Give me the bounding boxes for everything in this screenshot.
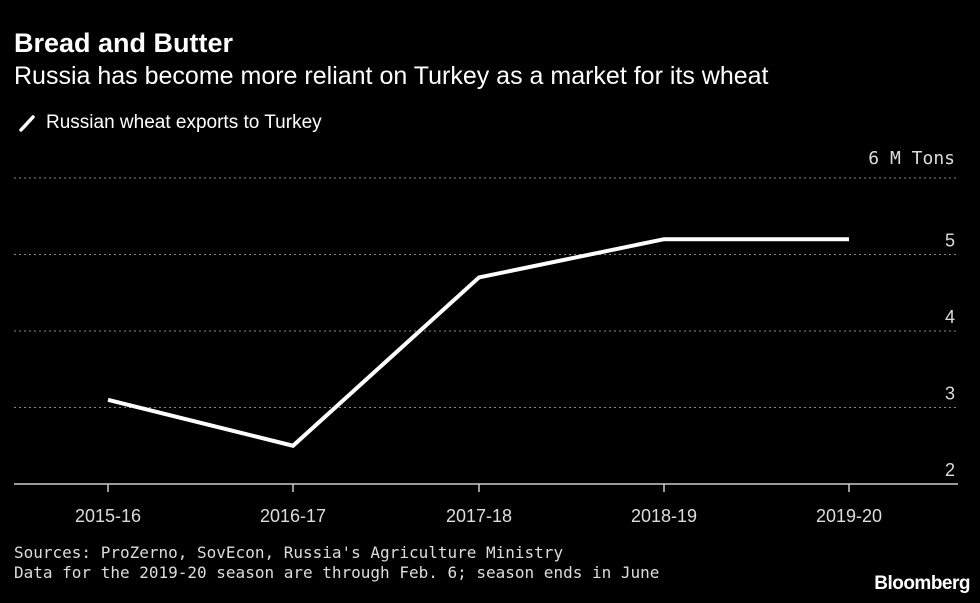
series-line-0 <box>107 237 849 448</box>
x-tick-label-2018-19: 2018-19 <box>631 506 697 526</box>
y-tick-label-3: 3 <box>945 384 955 404</box>
y-tick-label-6: 6 M Tons <box>868 148 955 169</box>
brand-logo: Bloomberg <box>874 573 970 594</box>
legend-swatch <box>19 115 35 132</box>
footnotes: Sources: ProZerno, SovEcon, Russia's Agr… <box>14 543 659 583</box>
x-tick-label-2019-20: 2019-20 <box>816 506 882 526</box>
y-tick-label-5: 5 <box>945 231 955 251</box>
x-tick-label-2015-16: 2015-16 <box>75 506 141 526</box>
y-tick-label-2: 2 <box>945 460 955 480</box>
y-tick-label-4: 4 <box>945 307 955 327</box>
legend: Russian wheat exports to Turkey <box>18 112 322 134</box>
legend-label: Russian wheat exports to Turkey <box>46 112 322 133</box>
note-text: Data for the 2019-20 season are through … <box>14 563 660 582</box>
chart-subtitle: Russia has become more reliant on Turkey… <box>14 62 769 90</box>
x-tick-label-2017-18: 2017-18 <box>446 506 512 526</box>
sources-text: Sources: ProZerno, SovEcon, Russia's Agr… <box>14 543 564 562</box>
x-tick-label-2016-17: 2016-17 <box>260 506 326 526</box>
chart-title: Bread and Butter <box>14 28 234 58</box>
